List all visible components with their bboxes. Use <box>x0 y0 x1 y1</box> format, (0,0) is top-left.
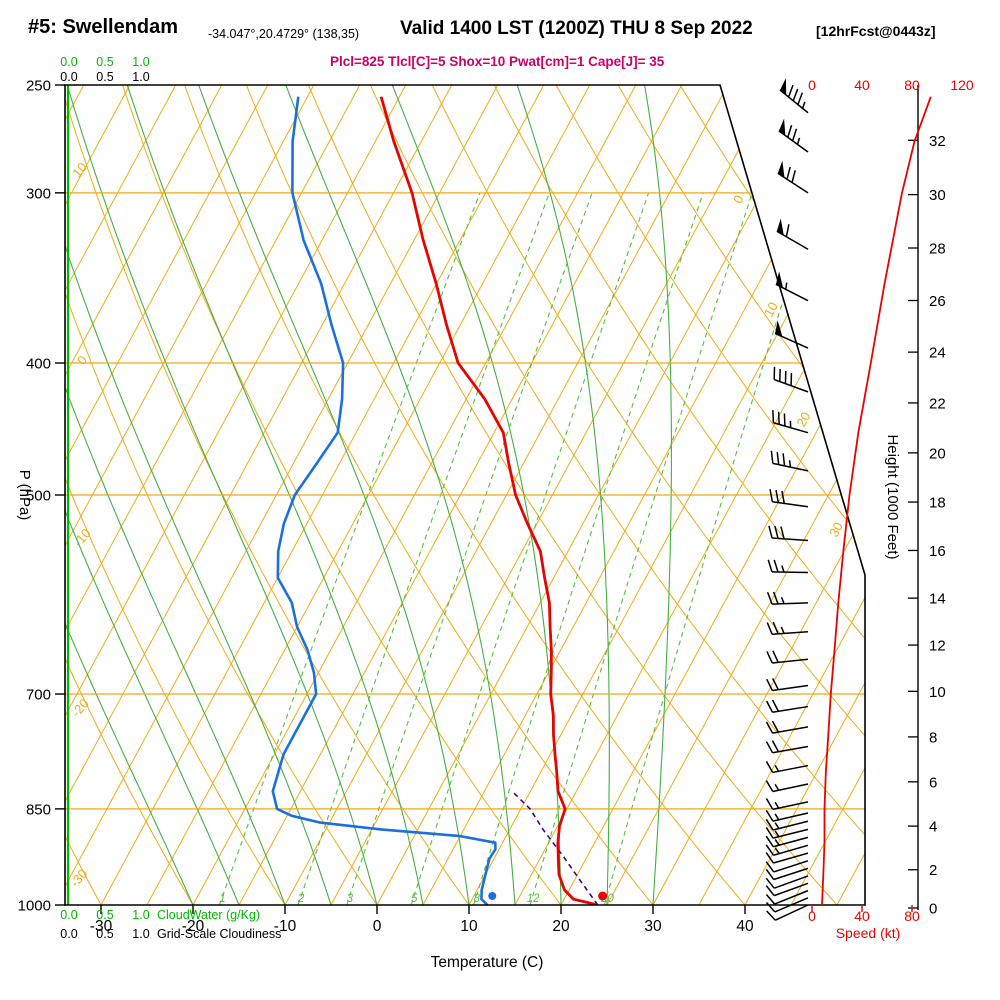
isotherm-labels: 0 10 20 30 <box>730 193 846 540</box>
sounding-curves <box>271 96 599 905</box>
svg-text:24: 24 <box>929 345 946 362</box>
svg-text:6: 6 <box>929 774 937 791</box>
svg-text:26: 26 <box>929 293 946 310</box>
svg-text:-30: -30 <box>67 866 91 890</box>
dewpoint-curve <box>271 96 497 905</box>
mixing-ratio-lines <box>218 192 818 905</box>
svg-text:0.5: 0.5 <box>96 908 113 922</box>
svg-text:40: 40 <box>854 77 870 93</box>
svg-text:1000: 1000 <box>18 898 51 915</box>
dry-adiabat-lines <box>65 85 865 905</box>
svg-text:-30: -30 <box>90 918 113 935</box>
valid-time: Valid 1400 LST (1200Z) THU 8 Sep 2022 <box>400 18 753 39</box>
svg-text:-20: -20 <box>182 918 205 935</box>
svg-text:120: 120 <box>950 77 974 93</box>
cloudiness-scale-label: Grid-Scale Cloudiness <box>157 927 281 941</box>
svg-text:700: 700 <box>26 687 51 704</box>
svg-text:40: 40 <box>736 918 754 935</box>
height-axis-title: Height (1000 Feet) <box>884 434 901 559</box>
pressure-axis: 250 300 400 500 700 850 1000 P (hPa) <box>16 78 65 915</box>
svg-text:1.0: 1.0 <box>132 70 149 84</box>
svg-text:0: 0 <box>808 908 816 924</box>
svg-text:0.0: 0.0 <box>60 908 77 922</box>
svg-text:80: 80 <box>904 908 920 924</box>
svg-text:14: 14 <box>929 591 946 608</box>
svg-text:10: 10 <box>929 684 946 701</box>
svg-text:3: 3 <box>347 893 354 905</box>
wind-barbs <box>765 78 809 921</box>
svg-text:20: 20 <box>929 445 946 462</box>
svg-text:2: 2 <box>297 893 305 905</box>
svg-text:0.0: 0.0 <box>60 70 77 84</box>
svg-text:850: 850 <box>26 801 51 818</box>
svg-text:0: 0 <box>74 353 90 368</box>
svg-text:12: 12 <box>527 893 540 905</box>
svg-text:22: 22 <box>929 395 946 412</box>
svg-text:-20: -20 <box>68 696 92 720</box>
mixing-ratio-labels: 1 2 3 5 8 12 20 <box>219 893 614 905</box>
pressure-axis-title: P (hPa) <box>16 470 33 521</box>
svg-text:20: 20 <box>552 918 570 935</box>
svg-text:1.0: 1.0 <box>132 55 149 69</box>
isobar-lines <box>65 192 865 810</box>
svg-text:2: 2 <box>929 862 937 879</box>
svg-text:0.5: 0.5 <box>96 70 113 84</box>
station-coords: -34.047°,20.4729° (138,35) <box>208 27 360 41</box>
cloudwater-scale-label: CloudWater (g/Kg) <box>157 908 260 922</box>
svg-text:16: 16 <box>929 543 946 560</box>
svg-text:0: 0 <box>929 901 937 918</box>
svg-text:500: 500 <box>26 488 51 505</box>
svg-text:30: 30 <box>826 520 846 540</box>
forecast-tag: [12hrFcst@0443z] <box>816 23 936 39</box>
svg-text:300: 300 <box>26 185 51 202</box>
svg-text:-10: -10 <box>274 918 297 935</box>
plot-frame <box>64 84 866 906</box>
svg-text:8: 8 <box>474 893 481 905</box>
cloudwater-scale: 0.00.00.00.00.50.50.50.51.01.01.01.0Clou… <box>60 55 281 941</box>
svg-text:80: 80 <box>904 77 920 93</box>
temperature-curve <box>379 96 599 905</box>
station-title: #5: Swellendam <box>28 16 179 38</box>
svg-text:0.0: 0.0 <box>60 55 77 69</box>
surface-temperature-dot <box>598 891 608 901</box>
svg-text:10: 10 <box>69 160 90 181</box>
wind-speed-curve <box>821 96 932 906</box>
svg-text:0.5: 0.5 <box>96 927 113 941</box>
svg-text:1.0: 1.0 <box>132 908 149 922</box>
svg-text:0: 0 <box>730 193 747 206</box>
svg-text:32: 32 <box>929 133 946 150</box>
svg-text:40: 40 <box>854 908 870 924</box>
svg-text:0: 0 <box>808 77 816 93</box>
svg-text:400: 400 <box>26 356 51 373</box>
temperature-axis: -30 -20 -10 0 10 20 30 40 Temperature (C) <box>90 905 754 971</box>
surface-dewpoint-dot <box>488 892 497 900</box>
svg-text:30: 30 <box>644 918 662 935</box>
svg-text:5: 5 <box>411 893 418 905</box>
svg-text:0.5: 0.5 <box>96 55 113 69</box>
svg-text:0: 0 <box>373 918 382 935</box>
svg-text:28: 28 <box>929 241 946 258</box>
svg-text:250: 250 <box>26 78 51 95</box>
svg-text:20: 20 <box>793 409 813 429</box>
svg-text:18: 18 <box>929 495 946 512</box>
svg-text:0.0: 0.0 <box>60 927 77 941</box>
sounding-indices-line: Plcl=825 Tlcl[C]=5 Shox=10 Pwat[cm]=1 Ca… <box>330 54 665 69</box>
svg-text:4: 4 <box>929 819 937 836</box>
parcel-path <box>511 790 599 905</box>
svg-text:8: 8 <box>929 729 937 746</box>
temperature-axis-title: Temperature (C) <box>431 954 544 971</box>
speed-axis-title: Speed (kt) <box>836 925 901 941</box>
svg-text:1: 1 <box>219 893 225 905</box>
svg-text:1.0: 1.0 <box>132 927 149 941</box>
svg-text:12: 12 <box>929 638 946 655</box>
surface-dots <box>488 891 608 901</box>
svg-text:10: 10 <box>460 918 478 935</box>
svg-text:30: 30 <box>929 187 946 204</box>
svg-text:10: 10 <box>761 299 781 319</box>
